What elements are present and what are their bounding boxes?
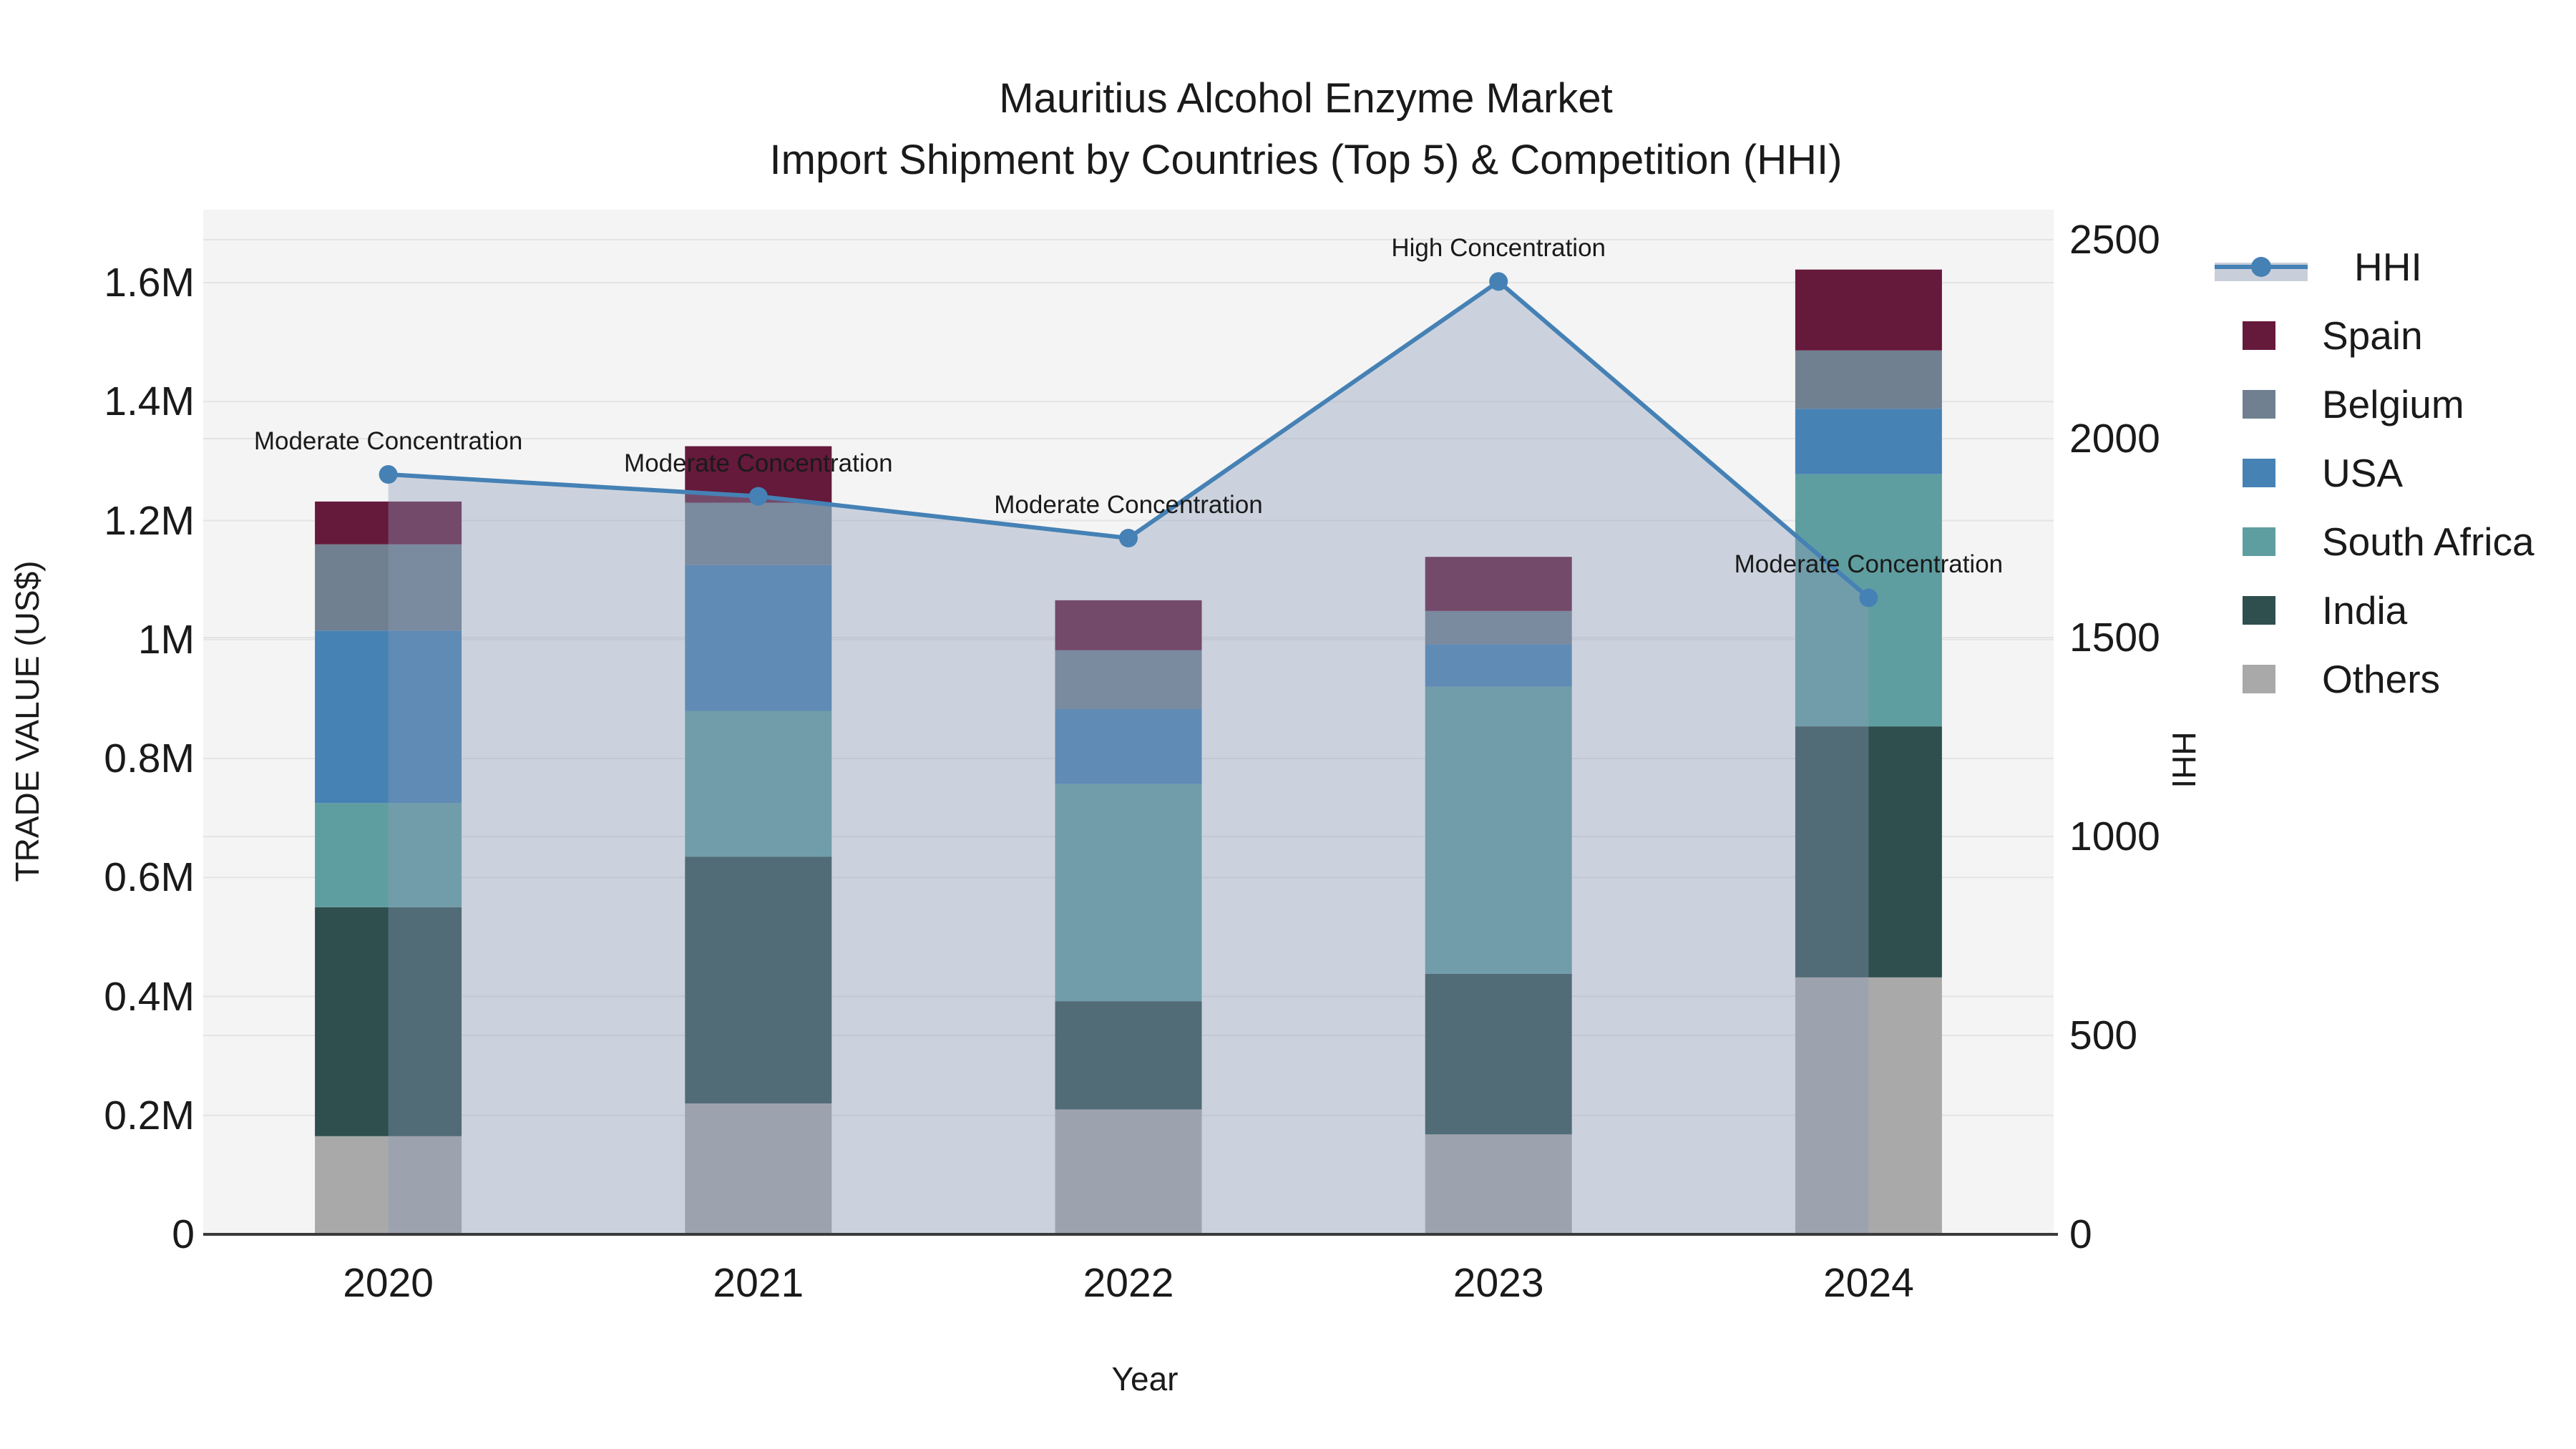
annotation-2020: Moderate Concentration (253, 427, 523, 456)
y-tick-label: 0.4M (104, 973, 195, 1020)
bar-segment-india-2024 (1795, 726, 1942, 977)
legend-item-spain[interactable]: Spain (2215, 313, 2423, 358)
y-tick-label: 1.4M (104, 379, 195, 425)
bar-segment-others-2021 (685, 1103, 832, 1234)
bar-segment-south-africa-2021 (685, 711, 832, 857)
legend-swatch-others (2243, 665, 2275, 693)
y-tick-label: 0 (172, 1211, 195, 1257)
hhi-marker-2023 (1489, 272, 1508, 291)
hhi-marker-2021 (748, 487, 768, 506)
y2-tick-label: 500 (2069, 1013, 2138, 1058)
legend-item-india[interactable]: India (2215, 588, 2408, 633)
y2-tick-label: 2000 (2069, 416, 2160, 462)
legend-item-belgium[interactable]: Belgium (2215, 382, 2464, 426)
bar-segment-india-2021 (685, 857, 832, 1104)
chart-subtitle: Import Shipment by Countries (Top 5) & C… (769, 137, 1843, 183)
bar-segment-usa-2022 (1055, 709, 1202, 784)
bar-segment-others-2023 (1425, 1134, 1572, 1234)
legend-swatch-india (2243, 596, 2275, 625)
bar-segment-usa-2023 (1425, 644, 1572, 687)
hhi-area-fill (388, 281, 1869, 1233)
legend-swatch-spain (2243, 321, 2275, 350)
legend-swatch-usa (2243, 459, 2275, 487)
x-tick-label: 2021 (713, 1260, 804, 1306)
bar-segment-spain-2024 (1795, 269, 1942, 351)
bar-segment-india-2020 (315, 907, 462, 1136)
bar-segment-belgium-2021 (685, 502, 832, 565)
x-tick-label: 2020 (343, 1260, 434, 1306)
y-axis-title: TRADE VALUE (US$) (9, 560, 46, 882)
legend-label: India (2322, 588, 2408, 633)
bar-segment-south-africa-2020 (315, 803, 462, 907)
bar-segment-others-2020 (315, 1136, 462, 1234)
bar-segment-others-2022 (1055, 1109, 1202, 1234)
y-tick-label: 1.6M (104, 260, 195, 306)
y-tick-label: 0.2M (104, 1092, 195, 1138)
annotation-2023: High Concentration (1391, 234, 1606, 263)
hhi-marker-swatch (2251, 257, 2271, 277)
x-tick-label: 2022 (1083, 1260, 1174, 1306)
bar-segment-spain-2022 (1055, 600, 1202, 650)
y2-tick-label: 1000 (2069, 814, 2160, 859)
bar-segment-usa-2020 (315, 630, 462, 804)
y-tick-label: 0.8M (104, 736, 195, 781)
legend-label: Belgium (2322, 382, 2464, 426)
annotation-2022: Moderate Concentration (994, 491, 1263, 519)
y2-tick-label: 1500 (2069, 615, 2160, 660)
legend-swatch-south-africa (2243, 527, 2275, 556)
bar-segment-others-2024 (1795, 977, 1942, 1234)
bar-segment-usa-2021 (685, 565, 832, 711)
legend-label: South Africa (2322, 519, 2534, 564)
legend-label: Spain (2322, 313, 2423, 358)
bar-segment-belgium-2024 (1795, 350, 1942, 409)
y2-tick-label: 2500 (2069, 217, 2160, 263)
bar-segment-usa-2024 (1795, 409, 1942, 474)
annotation-2021: Moderate Concentration (624, 449, 893, 477)
y-tick-label: 1.2M (104, 497, 195, 544)
y2-tick-label: 0 (2069, 1211, 2092, 1257)
legend-item-hhi[interactable]: HHI (2215, 245, 2422, 289)
bar-segment-south-africa-2022 (1055, 784, 1202, 1002)
hhi-marker-2022 (1119, 529, 1138, 547)
x-tick-label: 2023 (1453, 1260, 1544, 1306)
annotation-2024: Moderate Concentration (1734, 550, 2004, 579)
hhi-marker-2020 (379, 465, 398, 484)
x-tick-label: 2024 (1823, 1260, 1914, 1306)
legend-item-others[interactable]: Others (2215, 657, 2441, 701)
legend-swatch-belgium (2243, 390, 2275, 419)
y-tick-label: 0.6M (104, 854, 195, 901)
y2-axis-title: HHI (2165, 731, 2202, 789)
legend-label: USA (2322, 451, 2404, 495)
hhi-legend-sample-icon (2215, 253, 2308, 281)
chart-title: Mauritius Alcohol Enzyme Market (999, 75, 1613, 122)
legend-label: HHI (2354, 245, 2422, 289)
hhi-marker-2024 (1859, 588, 1878, 608)
bar-segment-spain-2023 (1425, 557, 1572, 611)
bar-segment-belgium-2023 (1425, 610, 1572, 645)
bar-segment-south-africa-2023 (1425, 686, 1572, 974)
bar-segment-belgium-2022 (1055, 650, 1202, 710)
y-tick-label: 1M (137, 616, 195, 663)
x-axis-title: Year (1111, 1360, 1179, 1397)
bar-segment-india-2023 (1425, 973, 1572, 1135)
legend-item-south-africa[interactable]: South Africa (2215, 519, 2534, 564)
bar-segment-belgium-2020 (315, 544, 462, 631)
bar-segment-india-2022 (1055, 1001, 1202, 1110)
legend-label: Others (2322, 657, 2441, 701)
legend-item-usa[interactable]: USA (2215, 451, 2404, 495)
bar-segment-spain-2020 (315, 501, 462, 545)
